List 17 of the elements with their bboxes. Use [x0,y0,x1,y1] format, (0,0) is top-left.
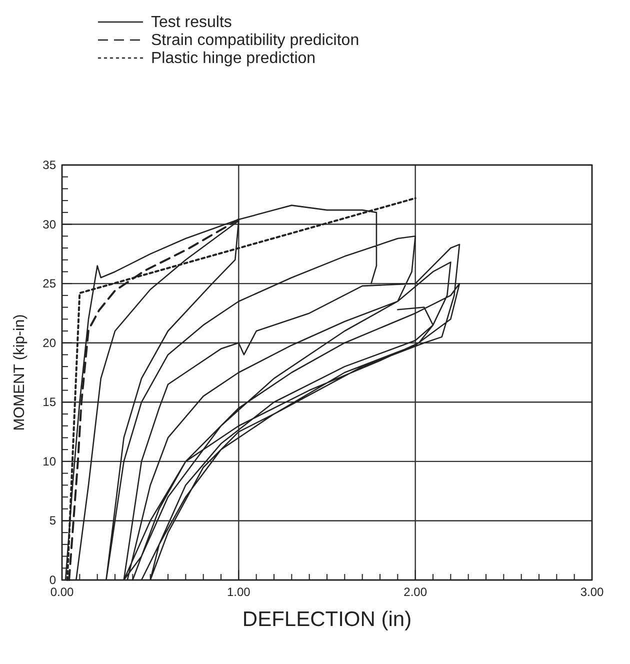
x-axis-title: DEFLECTION (in) [242,608,412,631]
y-tick-label: 15 [42,395,56,410]
x-tick-label: 3.00 [580,585,604,599]
x-tick-label: 1.00 [226,585,251,599]
legend-label: Plastic hinge prediction [151,50,316,67]
x-tick-label: 2.00 [404,585,428,599]
y-tick-label: 5 [49,514,56,528]
legend-label: Test results [151,14,232,31]
y-tick-label: 10 [42,454,56,468]
y-axis-title: MOMENT (kip-in) [11,314,28,431]
x-tick-label: 0.00 [50,585,74,599]
y-tick-label: 30 [42,217,56,232]
legend-label: Strain compatibility prediciton [151,32,360,49]
y-tick-label: 25 [42,276,56,291]
y-tick-label: 0 [49,573,56,587]
y-tick-label: 20 [42,336,56,350]
y-tick-label: 35 [42,158,56,172]
